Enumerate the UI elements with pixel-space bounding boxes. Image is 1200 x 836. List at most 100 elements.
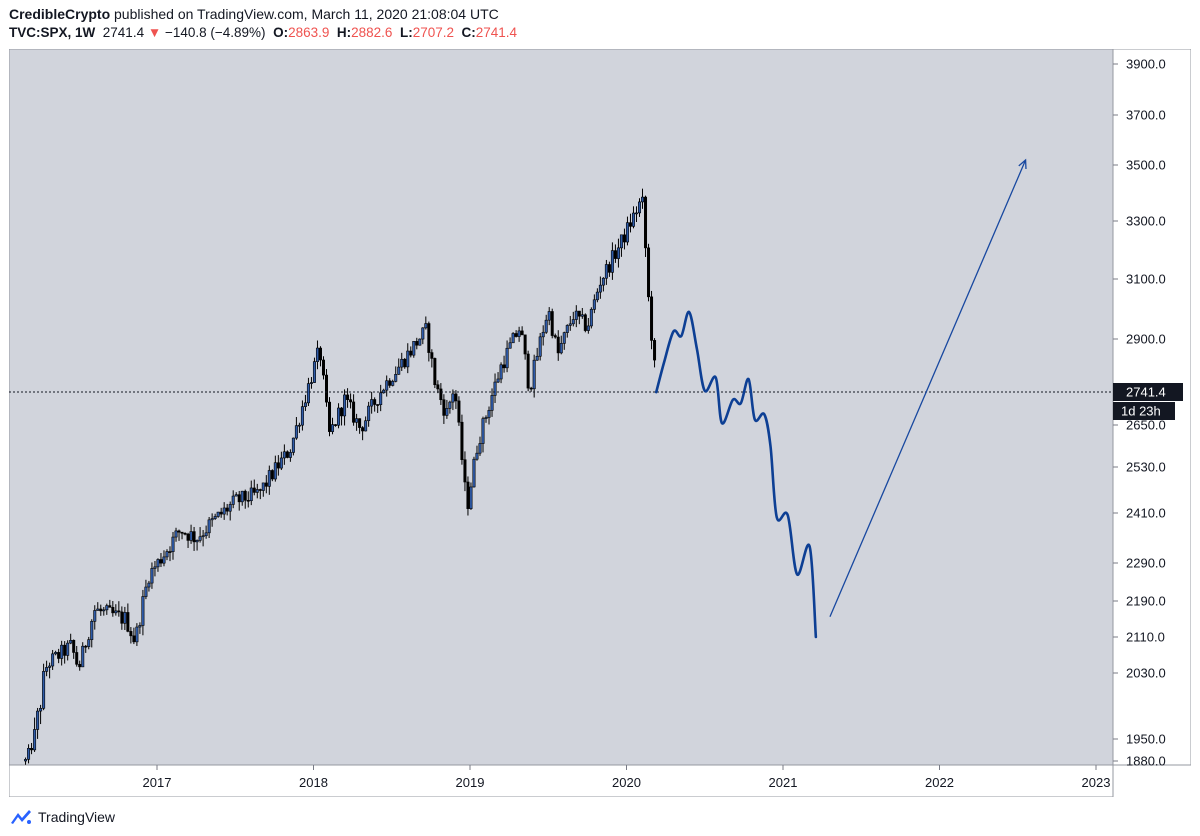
- candle-body: [321, 359, 325, 376]
- open-value: 2863.9: [288, 25, 330, 40]
- candle-body: [490, 395, 494, 411]
- candle-body: [237, 494, 241, 503]
- price-chart[interactable]: 2017 2018 2019 2020 2021 2022 2023 3900.0 3700.…: [8, 48, 1192, 798]
- tradingview-logo-icon: [11, 810, 31, 824]
- author-name[interactable]: CredibleCrypto: [9, 6, 111, 22]
- candle-body: [421, 327, 425, 340]
- candle-body: [475, 452, 479, 460]
- candle-body: [231, 495, 235, 505]
- candle-body: [189, 531, 193, 541]
- y-tick-label: 2900.0: [1126, 332, 1166, 347]
- candle-body: [57, 652, 61, 659]
- candle-body: [382, 389, 386, 394]
- candle-body: [625, 222, 629, 243]
- candle-body: [195, 540, 199, 543]
- candle-body: [325, 374, 329, 403]
- candle-body: [165, 551, 169, 558]
- candle-body: [24, 759, 28, 762]
- publish-info: published on TradingView.com, March 11, …: [114, 6, 499, 22]
- candle-body: [111, 607, 115, 614]
- y-tick-label: 2190.0: [1126, 594, 1166, 609]
- candle-body: [430, 352, 434, 359]
- y-tick-label: 3900.0: [1126, 57, 1166, 72]
- candle-body: [650, 296, 654, 341]
- candle-body: [144, 586, 148, 597]
- candle-body: [297, 424, 301, 427]
- candle-body: [219, 511, 223, 515]
- candle-body: [589, 309, 593, 327]
- candle-body: [550, 311, 554, 336]
- candle-body: [255, 489, 259, 493]
- price-label-box: [1113, 383, 1183, 401]
- last-price-label: 2741.4 1d 23h: [1113, 383, 1183, 420]
- candle-body: [496, 378, 500, 383]
- candle-body: [306, 383, 310, 404]
- candle-body: [225, 507, 229, 512]
- candle-body: [270, 470, 274, 480]
- candle-body: [261, 482, 265, 491]
- candle-body: [493, 381, 497, 396]
- candle-body: [379, 392, 383, 405]
- candle-body: [228, 504, 232, 512]
- candle-body: [592, 299, 596, 310]
- candle-body: [478, 443, 482, 454]
- candle-body: [331, 424, 335, 432]
- candle-body: [75, 652, 79, 665]
- candle-body: [346, 394, 350, 400]
- candle-body: [337, 407, 341, 426]
- candle-body: [352, 401, 356, 423]
- candle-body: [370, 399, 374, 407]
- candle-body: [586, 325, 590, 331]
- branding[interactable]: TradingView: [10, 806, 115, 828]
- candle-body: [66, 642, 70, 656]
- candle-body: [141, 596, 145, 626]
- y-tick-label: 1880.0: [1126, 754, 1166, 769]
- candle-body: [159, 559, 163, 564]
- candle-body: [171, 536, 175, 552]
- y-axis: 3900.0 3700.0 3500.0 3300.0 3100.0 2900.0 2650…: [1113, 57, 1166, 769]
- y-tick-label: 2650.0: [1126, 418, 1166, 433]
- x-axis: 2017 2018 2019 2020 2021 2022 2023: [143, 765, 1110, 790]
- candle-body: [222, 507, 226, 515]
- candle-body: [601, 277, 605, 286]
- candle-body: [349, 399, 353, 403]
- candle-body: [358, 418, 362, 428]
- candle-body: [343, 394, 347, 417]
- candle-body: [544, 319, 548, 333]
- y-tick-label: 2530.0: [1126, 460, 1166, 475]
- candle-body: [129, 631, 133, 637]
- open-label: O:: [273, 25, 289, 40]
- candle-body: [403, 358, 407, 368]
- candle-body: [463, 459, 467, 483]
- chart-frame: 2017 2018 2019 2020 2021 2022 2023 3900.0 3700.…: [8, 48, 1192, 798]
- down-arrow-icon: ▼: [147, 25, 162, 40]
- candle-body: [619, 234, 623, 249]
- candle-body: [210, 518, 214, 521]
- candle-body: [87, 639, 91, 647]
- candle-body: [291, 437, 295, 453]
- candle-body: [123, 612, 127, 624]
- candle-body: [466, 481, 470, 509]
- candle-body: [153, 566, 157, 569]
- candle-body: [105, 605, 109, 611]
- candle-body: [150, 568, 154, 584]
- candle-body: [653, 340, 657, 361]
- candle-body: [334, 424, 338, 426]
- candle-body: [634, 212, 638, 215]
- candle-body: [607, 264, 611, 273]
- candlestick-series: [24, 188, 657, 765]
- candle-body: [412, 341, 416, 356]
- candle-body: [598, 284, 602, 293]
- candle-body: [177, 530, 181, 533]
- time-axis: [8, 764, 1114, 798]
- candle-body: [367, 405, 371, 422]
- candle-body: [556, 336, 560, 354]
- candle-body: [54, 652, 58, 655]
- close-value: 2741.4: [475, 25, 518, 40]
- candle-body: [84, 645, 88, 648]
- candle-body: [126, 612, 130, 632]
- candle-body: [457, 400, 461, 423]
- candle-body: [436, 384, 440, 390]
- candle-body: [400, 358, 404, 368]
- candle-body: [288, 452, 292, 458]
